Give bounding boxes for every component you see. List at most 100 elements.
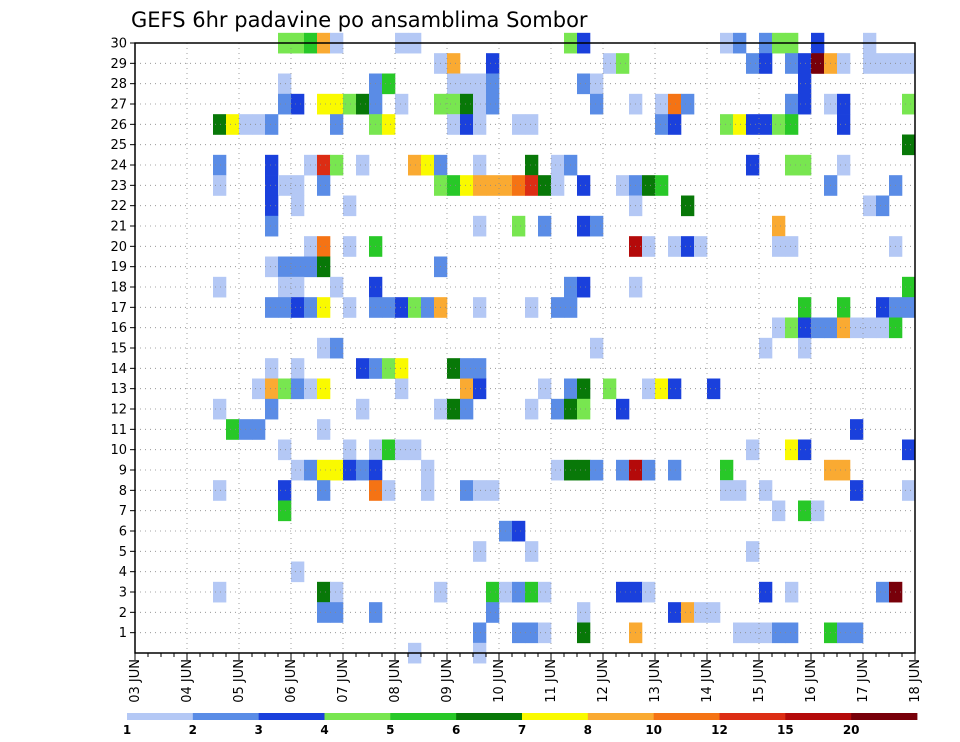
y-tick-label: 7: [119, 504, 127, 519]
y-tick-label: 4: [119, 565, 127, 580]
heatmap-cell: [421, 480, 435, 501]
legend-label: 6: [452, 723, 460, 737]
heatmap-cell: [356, 398, 370, 420]
heatmap-cell: [577, 398, 591, 420]
heatmap-cell: [317, 459, 331, 481]
heatmap-cell: [291, 378, 305, 400]
heatmap-cell: [473, 378, 487, 400]
heatmap-cell: [746, 439, 760, 461]
heatmap-cell: [460, 114, 474, 135]
heatmap-cell: [330, 581, 344, 603]
heatmap-cell: [330, 602, 344, 623]
y-axis: 1234567891011121314151617181920212223242…: [110, 37, 135, 641]
heatmap-cell: [343, 439, 357, 461]
heatmap-cell: [265, 175, 279, 196]
heatmap-cell: [278, 439, 292, 461]
heatmap-cell: [590, 337, 604, 359]
heatmap-cell: [798, 439, 812, 461]
heatmap-cell: [902, 276, 916, 298]
heatmap-cell: [785, 581, 799, 603]
heatmap-cell: [291, 93, 305, 115]
heatmap-cell: [291, 256, 305, 278]
heatmap-cell: [317, 154, 331, 176]
heatmap-cell: [226, 419, 240, 440]
heatmap-cell: [382, 73, 396, 95]
heatmap-cell: [577, 602, 591, 623]
heatmap-cell: [525, 154, 539, 176]
heatmap-cell: [746, 541, 760, 562]
heatmap-cell: [798, 500, 812, 522]
heatmap-cell: [317, 297, 331, 318]
heatmap-cell: [551, 154, 565, 176]
heatmap-cell: [330, 337, 344, 359]
heatmap-cell: [473, 358, 487, 379]
heatmap-cell: [486, 73, 500, 95]
x-tick-label: 05 JUN: [232, 659, 247, 703]
heatmap-cell: [356, 154, 370, 176]
x-tick-label: 08 JUN: [388, 659, 403, 703]
heatmap-cell: [551, 459, 565, 481]
heatmap-cell: [317, 378, 331, 400]
heatmap-cell: [616, 398, 630, 420]
heatmap-cell: [330, 114, 344, 135]
heatmap-cell: [473, 297, 487, 318]
heatmap-cell: [616, 53, 630, 74]
heatmap-cell: [408, 439, 422, 461]
heatmap-cell: [473, 480, 487, 501]
y-tick-label: 22: [110, 199, 127, 214]
legend-swatch: [192, 713, 260, 720]
heatmap-cell: [525, 622, 539, 644]
y-tick-label: 19: [110, 260, 127, 275]
heatmap-cell: [421, 154, 435, 176]
heatmap-cell: [291, 459, 305, 481]
heatmap-cell: [512, 520, 526, 542]
heatmap-cell: [785, 317, 799, 339]
heatmap-cell: [395, 297, 409, 318]
heatmap-cell: [577, 73, 591, 95]
heatmap-cell: [850, 480, 864, 501]
heatmap-cell: [850, 622, 864, 644]
heatmap-cell: [863, 317, 877, 339]
heatmap-cell: [668, 459, 682, 481]
heatmap-cell: [798, 53, 812, 74]
heatmap-cell: [681, 236, 695, 257]
legend-label: 20: [843, 723, 860, 737]
heatmap-cell: [590, 459, 604, 481]
y-tick-label: 15: [110, 342, 127, 357]
heatmap-cell: [785, 53, 799, 74]
heatmap-cell: [538, 581, 552, 603]
heatmap-cell: [798, 317, 812, 339]
x-axis: 03 JUN 04 JUN 05 JUN 06 JUN 07 JUN 08 JUN 09 J…: [128, 653, 923, 703]
y-tick-label: 26: [110, 118, 127, 133]
heatmap-cell: [850, 419, 864, 440]
heatmap-cell: [837, 317, 851, 339]
heatmap-cell: [265, 398, 279, 420]
heatmap-cell: [772, 622, 786, 644]
legend-swatch: [851, 713, 918, 720]
heatmap-cell: [382, 439, 396, 461]
heatmap-cell: [538, 622, 552, 644]
heatmap-cell: [590, 215, 604, 237]
legend-label: 10: [645, 723, 662, 737]
heatmap-cell: [382, 114, 396, 135]
y-tick-label: 1: [119, 626, 127, 641]
legend-label: 1: [123, 723, 131, 737]
heatmap-cell: [213, 175, 227, 196]
heatmap-cell: [460, 93, 474, 115]
heatmap-cell: [746, 114, 760, 135]
heatmap-cell: [265, 215, 279, 237]
heatmap-cell: [317, 93, 331, 115]
legend-label: 15: [777, 723, 794, 737]
heatmap-cell: [343, 236, 357, 257]
legend-swatch: [522, 713, 589, 720]
y-tick-label: 2: [119, 606, 127, 621]
heatmap-cell: [213, 480, 227, 501]
legend-label: 4: [320, 723, 328, 737]
heatmap-cell: [447, 398, 461, 420]
heatmap-cell: [616, 581, 630, 603]
heatmap-cell: [395, 93, 409, 115]
heatmap-cell: [512, 175, 526, 196]
heatmap-cell: [473, 93, 487, 115]
legend-label: 8: [584, 723, 592, 737]
heatmap-cell: [655, 175, 669, 196]
